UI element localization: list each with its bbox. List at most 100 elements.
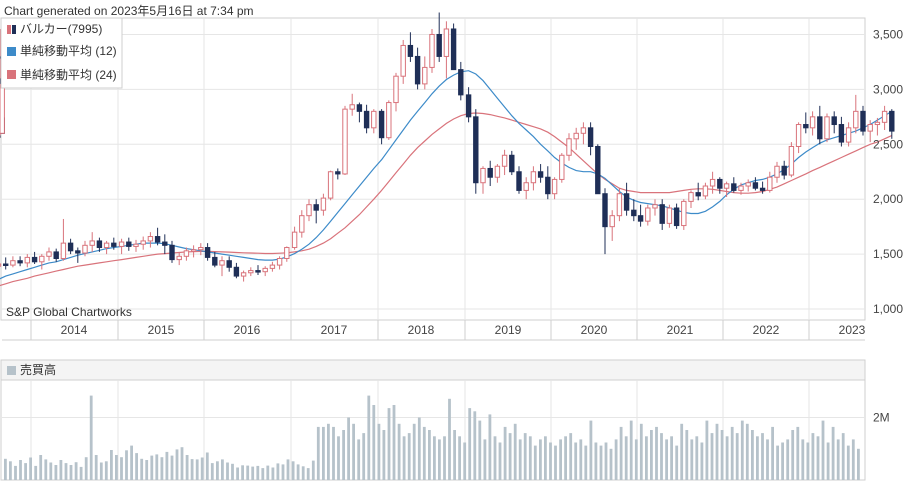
candle xyxy=(631,199,637,222)
volume-bar xyxy=(528,436,532,481)
volume-bar xyxy=(705,420,709,480)
candle xyxy=(494,164,501,183)
candle xyxy=(473,109,479,194)
candle-body-down xyxy=(623,193,630,211)
volume-bar xyxy=(377,423,381,481)
volume-bar xyxy=(327,423,330,481)
volume-bar xyxy=(483,439,487,480)
candle-body-up xyxy=(400,44,406,77)
candle-body-up xyxy=(881,110,888,123)
volume-bar xyxy=(145,460,149,480)
candle-body-down xyxy=(356,104,363,112)
price-panel-frame xyxy=(0,17,866,321)
candle xyxy=(509,150,515,176)
candle xyxy=(666,204,673,228)
candle-body-up xyxy=(573,132,579,140)
volume-bar xyxy=(301,466,305,481)
price-gridlines xyxy=(2,18,865,320)
candle xyxy=(46,247,52,261)
candle-body-up xyxy=(342,108,348,175)
price-y-tick-label: 1,000 xyxy=(873,302,903,316)
candle xyxy=(831,111,837,134)
candle xyxy=(363,104,370,134)
candle xyxy=(881,105,888,131)
price-y-tick-label: 3,500 xyxy=(873,27,903,41)
volume-bar xyxy=(170,455,174,480)
candle-body-down xyxy=(731,183,737,191)
legend-label-ma12: 単純移動平均 (12) xyxy=(20,44,117,58)
volume-bar xyxy=(104,461,108,481)
candle-body-up xyxy=(240,272,247,277)
volume-bar xyxy=(205,452,209,480)
volume-bar xyxy=(826,442,830,480)
candle xyxy=(154,227,161,246)
volume-bar xyxy=(619,426,623,480)
volume-bar xyxy=(84,457,88,480)
candle-body-up xyxy=(501,154,508,167)
volume-bar xyxy=(710,433,714,480)
candle xyxy=(82,240,88,257)
candle-body-up xyxy=(219,260,225,266)
candle xyxy=(429,28,435,73)
candle-body-up xyxy=(788,145,795,176)
volume-bar xyxy=(786,439,790,480)
candle-body-down xyxy=(96,240,103,249)
candle-body-down xyxy=(436,33,442,57)
volume-bar xyxy=(4,458,7,481)
volume-bar xyxy=(99,462,103,480)
candle-body-down xyxy=(631,209,637,217)
candle xyxy=(860,105,866,136)
candle xyxy=(198,243,204,256)
candle-body-up xyxy=(320,197,327,211)
price-legend: バルカー(7995) 単純移動平均 (12) 単純移動平均 (24) xyxy=(0,17,123,89)
volume-bar xyxy=(670,436,673,481)
candle-body-down xyxy=(335,171,341,175)
volume-bar xyxy=(665,439,668,480)
candle xyxy=(299,210,305,238)
candle-body-up xyxy=(845,127,852,143)
candle xyxy=(874,117,881,136)
candle xyxy=(458,61,464,101)
candle xyxy=(523,177,529,200)
candle xyxy=(269,261,276,272)
volume-bar xyxy=(498,442,502,480)
volume-bar xyxy=(64,463,68,480)
candle-body-down xyxy=(204,247,211,258)
candle xyxy=(240,270,247,282)
volume-legend-label: 売買高 xyxy=(20,362,56,377)
volume-bar xyxy=(266,465,270,480)
candle-body-up xyxy=(60,242,67,260)
volume-bar xyxy=(69,465,73,480)
candle xyxy=(422,56,428,90)
candle xyxy=(709,171,716,194)
volume-bar xyxy=(539,439,542,480)
candle xyxy=(169,240,175,263)
candle-body-down xyxy=(162,241,168,246)
volume-bar xyxy=(458,436,461,481)
candle xyxy=(39,254,45,270)
candle-body-up xyxy=(853,110,859,129)
candle xyxy=(551,177,558,200)
candle xyxy=(342,105,348,176)
volume-bar xyxy=(634,439,638,480)
volume-bar xyxy=(433,436,436,481)
candle xyxy=(248,267,254,277)
volume-y-tick-label: 2M xyxy=(873,411,890,425)
volume-bar xyxy=(226,462,229,480)
candle-body-up xyxy=(183,250,190,257)
candle-body-up xyxy=(24,256,31,264)
candle-body-down xyxy=(67,242,74,252)
candle xyxy=(140,236,146,250)
candle-body-up xyxy=(795,124,802,147)
candle xyxy=(313,199,319,224)
candle-body-down xyxy=(465,94,472,118)
candle xyxy=(262,266,268,277)
volume-bar xyxy=(115,455,118,480)
candle xyxy=(702,182,709,200)
candle-body-up xyxy=(566,138,572,156)
candle-body-down xyxy=(414,55,421,85)
volume-bar xyxy=(448,398,451,481)
candle-body-up xyxy=(198,247,204,251)
x-tick-label: 2014 xyxy=(61,323,88,337)
